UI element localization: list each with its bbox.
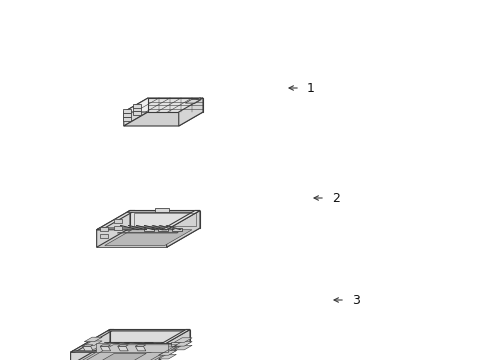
- Polygon shape: [104, 342, 120, 343]
- Polygon shape: [71, 352, 150, 360]
- Polygon shape: [114, 226, 122, 230]
- Polygon shape: [133, 111, 141, 116]
- Polygon shape: [97, 228, 200, 247]
- Polygon shape: [127, 211, 200, 212]
- Polygon shape: [158, 347, 176, 351]
- Polygon shape: [174, 342, 192, 346]
- Polygon shape: [172, 228, 182, 231]
- Polygon shape: [152, 225, 168, 230]
- Polygon shape: [124, 98, 203, 112]
- Polygon shape: [158, 351, 176, 355]
- Polygon shape: [158, 354, 176, 359]
- Polygon shape: [71, 329, 110, 360]
- Polygon shape: [135, 345, 146, 346]
- Polygon shape: [148, 98, 203, 112]
- Polygon shape: [83, 345, 93, 346]
- Polygon shape: [84, 337, 102, 342]
- Text: 1: 1: [307, 81, 315, 95]
- Polygon shape: [118, 346, 128, 351]
- Polygon shape: [136, 342, 144, 346]
- Polygon shape: [83, 346, 93, 351]
- Polygon shape: [114, 220, 122, 224]
- Polygon shape: [185, 100, 200, 103]
- Polygon shape: [150, 329, 190, 360]
- Polygon shape: [136, 226, 155, 230]
- Polygon shape: [195, 98, 200, 104]
- Polygon shape: [118, 345, 128, 346]
- Polygon shape: [128, 226, 147, 230]
- Polygon shape: [134, 342, 149, 343]
- Text: 2: 2: [332, 192, 340, 204]
- Polygon shape: [130, 211, 200, 228]
- Polygon shape: [100, 234, 108, 238]
- Polygon shape: [123, 113, 131, 117]
- Polygon shape: [100, 346, 111, 351]
- Polygon shape: [100, 227, 108, 231]
- Polygon shape: [97, 228, 170, 230]
- Polygon shape: [158, 228, 168, 231]
- Polygon shape: [105, 230, 192, 246]
- Text: 3: 3: [352, 293, 360, 306]
- Polygon shape: [179, 98, 203, 126]
- Polygon shape: [84, 341, 102, 346]
- Polygon shape: [162, 211, 200, 230]
- Polygon shape: [71, 329, 114, 352]
- Polygon shape: [171, 342, 179, 346]
- Polygon shape: [114, 342, 129, 343]
- Polygon shape: [71, 351, 153, 352]
- Polygon shape: [97, 211, 135, 230]
- Polygon shape: [174, 345, 192, 350]
- Polygon shape: [153, 342, 161, 346]
- Polygon shape: [144, 228, 154, 231]
- Polygon shape: [124, 112, 203, 126]
- Polygon shape: [118, 342, 126, 346]
- Polygon shape: [97, 211, 130, 247]
- Polygon shape: [133, 104, 141, 108]
- Polygon shape: [166, 225, 181, 230]
- Polygon shape: [120, 226, 139, 230]
- Polygon shape: [84, 345, 102, 349]
- Polygon shape: [159, 225, 174, 230]
- Polygon shape: [96, 343, 168, 352]
- Polygon shape: [174, 338, 192, 342]
- Polygon shape: [98, 354, 147, 360]
- Polygon shape: [147, 329, 190, 352]
- Polygon shape: [117, 232, 178, 233]
- Polygon shape: [133, 107, 141, 111]
- Polygon shape: [77, 343, 184, 360]
- Polygon shape: [135, 346, 146, 351]
- Polygon shape: [97, 230, 167, 247]
- Polygon shape: [124, 98, 148, 126]
- Polygon shape: [123, 117, 131, 121]
- Polygon shape: [71, 342, 190, 360]
- Polygon shape: [108, 329, 190, 331]
- Polygon shape: [144, 226, 163, 230]
- Polygon shape: [110, 329, 190, 342]
- Polygon shape: [100, 345, 111, 346]
- Polygon shape: [124, 342, 140, 343]
- Polygon shape: [123, 109, 131, 113]
- Polygon shape: [167, 211, 200, 247]
- Polygon shape: [155, 208, 169, 212]
